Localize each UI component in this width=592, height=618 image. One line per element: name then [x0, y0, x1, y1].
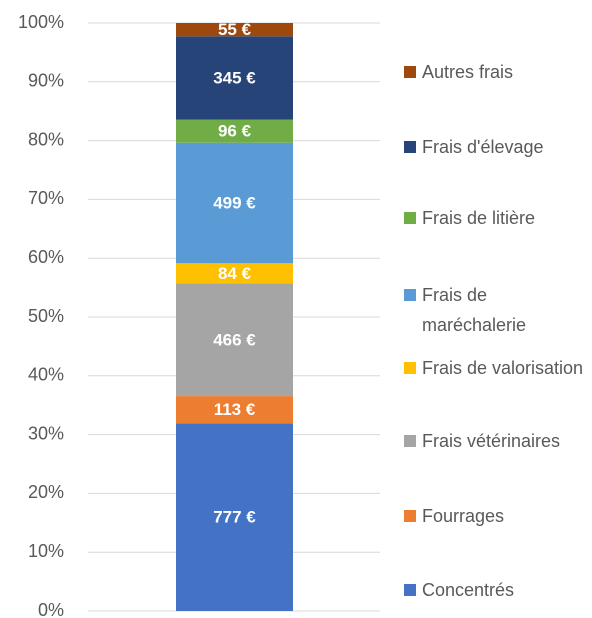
legend-item: Frais de valorisation — [404, 353, 590, 383]
legend-item: Fourrages — [404, 501, 590, 531]
legend-item: Frais vétérinaires — [404, 426, 590, 456]
y-tick-label: 100% — [18, 12, 64, 32]
bar-segment — [176, 142, 293, 264]
legend-item: Frais d'élevage — [404, 132, 590, 162]
legend-swatch — [404, 66, 416, 78]
data-label: 777 € — [213, 508, 256, 527]
y-tick-label: 80% — [28, 129, 64, 149]
legend-label: Frais vétérinaires — [422, 431, 561, 451]
legend-swatch — [404, 510, 416, 522]
legend-item: Concentrés — [404, 575, 590, 605]
data-label: 466 € — [213, 330, 256, 349]
legend-swatch — [404, 362, 416, 374]
y-tick-label: 50% — [28, 306, 64, 326]
y-tick-label: 30% — [28, 423, 64, 443]
bar-segment — [176, 36, 293, 120]
legend-label: Frais de maréchalerie — [422, 285, 527, 335]
legend-swatch — [404, 212, 416, 224]
legend-item: Autres frais — [404, 57, 590, 87]
legend-item: Frais de maréchalerie — [404, 280, 590, 340]
bar-segment — [176, 396, 293, 424]
data-label: 84 € — [218, 264, 252, 283]
legend-label: Frais d'élevage — [422, 137, 544, 157]
y-tick-label: 40% — [28, 365, 64, 385]
legend-label: Concentrés — [422, 580, 515, 600]
data-label: 55 € — [218, 20, 252, 39]
data-label: 113 € — [214, 400, 256, 419]
legend-swatch — [404, 141, 416, 153]
y-tick-label: 10% — [28, 541, 64, 561]
legend-swatch — [404, 435, 416, 447]
legend-label: Autres frais — [422, 62, 514, 82]
legend-label: Fourrages — [422, 506, 505, 526]
y-tick-label: 60% — [28, 247, 64, 267]
y-tick-label: 20% — [28, 482, 64, 502]
legend-label: Frais de valorisation — [422, 358, 584, 378]
bar-segment — [176, 423, 293, 611]
legend-item: Frais de litière — [404, 203, 590, 233]
legend-swatch — [404, 289, 416, 301]
legend-label: Frais de litière — [422, 208, 536, 228]
legend-swatch — [404, 584, 416, 596]
bar-segment — [176, 119, 293, 143]
bar-segment — [176, 23, 293, 37]
y-tick-label: 0% — [38, 600, 64, 618]
data-label: 345 € — [213, 68, 256, 87]
data-label: 499 € — [213, 194, 256, 213]
data-label: 96 € — [218, 122, 252, 141]
bar-segment — [176, 263, 293, 284]
y-tick-label: 70% — [28, 188, 64, 208]
y-tick-label: 90% — [28, 71, 64, 91]
bar-segment — [176, 283, 293, 397]
